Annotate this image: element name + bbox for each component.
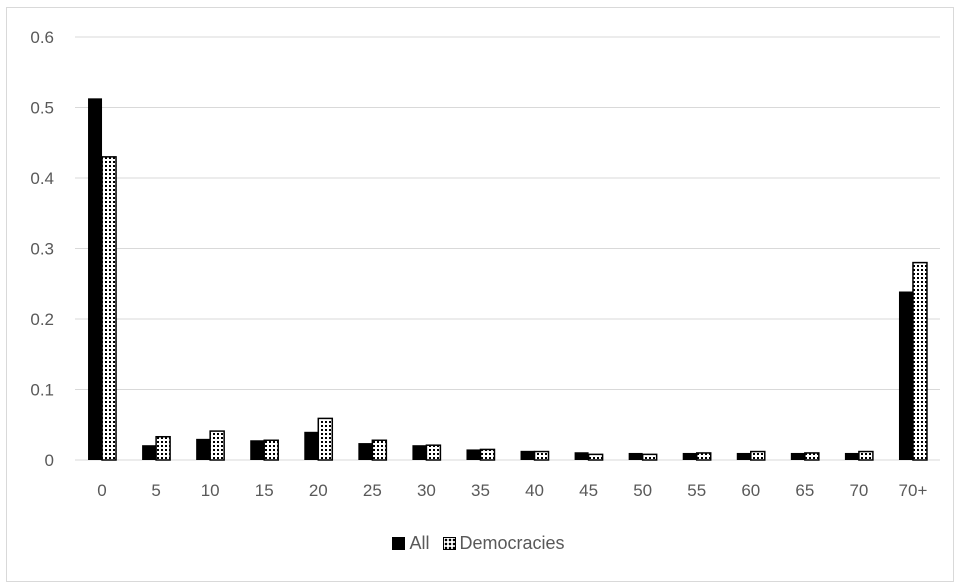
- y-tick-label: 0.6: [30, 28, 54, 47]
- bar-democracies: [371, 439, 388, 461]
- bar-all: [250, 440, 265, 460]
- bar-all: [196, 438, 211, 460]
- x-tick-label: 15: [255, 481, 274, 500]
- bar-all: [790, 452, 805, 460]
- y-axis-tick-labels: 0 0.1 0.2 0.3 0.4 0.5 0.6: [30, 28, 54, 470]
- bar-all: [304, 431, 319, 460]
- legend-item-democracies: Democracies: [442, 533, 565, 554]
- bar-all: [574, 452, 589, 460]
- x-tick-label: 45: [579, 481, 598, 500]
- x-tick-label: 30: [417, 481, 436, 500]
- x-axis-tick-labels: 0 5 10 15 20 25 30 35 40 45 50 55 60 65 70 70+: [97, 481, 927, 500]
- x-tick-label: 40: [525, 481, 544, 500]
- y-tick-label: 0.1: [30, 381, 54, 400]
- bar-all: [844, 452, 859, 460]
- legend-label-democracies: Democracies: [459, 533, 565, 553]
- bar-all: [898, 291, 913, 460]
- bar-democracies: [587, 453, 604, 461]
- bar-democracies: [912, 261, 928, 461]
- x-tick-label: 35: [471, 481, 490, 500]
- bar-all: [520, 450, 535, 460]
- y-tick-label: 0.2: [30, 310, 54, 329]
- bar-democracies: [479, 448, 496, 461]
- bar-democracies: [263, 439, 279, 461]
- x-tick-label: 25: [363, 481, 382, 500]
- y-tick-label: 0: [45, 451, 54, 470]
- bar-democracies: [209, 430, 225, 461]
- legend-label-all: All: [409, 533, 430, 553]
- bars: [88, 98, 928, 461]
- bar-democracies: [641, 453, 658, 461]
- bar-democracies: [425, 444, 442, 461]
- chart-frame: [6, 7, 954, 582]
- x-tick-label: 50: [633, 481, 652, 500]
- x-tick-label: 0: [97, 481, 106, 500]
- x-tick-label: 65: [795, 481, 814, 500]
- bar-all: [628, 452, 643, 460]
- x-tick-label: 20: [309, 481, 328, 500]
- bar-all: [736, 452, 751, 460]
- x-tick-label: 70: [849, 481, 868, 500]
- bar-democracies: [101, 156, 117, 461]
- bar-democracies: [858, 450, 874, 461]
- y-tick-label: 0.4: [30, 169, 54, 188]
- bar-all: [466, 449, 481, 460]
- legend-item-all: All: [392, 533, 429, 554]
- y-tick-label: 0.3: [30, 240, 54, 259]
- bar-all: [358, 443, 373, 460]
- bar-democracies: [804, 452, 820, 461]
- x-tick-label: 55: [687, 481, 706, 500]
- bar-all: [88, 98, 103, 461]
- x-tick-label: 70+: [899, 481, 928, 500]
- bar-democracies: [155, 435, 171, 461]
- bar-democracies: [317, 417, 334, 461]
- gridlines: [75, 36, 940, 461]
- legend: All Democracies: [0, 533, 957, 555]
- bar-democracies: [533, 450, 550, 461]
- legend-swatch-democracies: [442, 537, 456, 550]
- x-tick-label: 60: [741, 481, 760, 500]
- x-tick-label: 5: [151, 481, 160, 500]
- bar-all: [682, 452, 697, 460]
- bar-democracies: [695, 452, 712, 461]
- bar-democracies: [750, 450, 766, 461]
- bar-all: [412, 445, 427, 460]
- y-tick-label: 0.5: [30, 99, 54, 118]
- x-tick-label: 10: [201, 481, 220, 500]
- bar-all: [142, 445, 157, 460]
- legend-swatch-all: [392, 537, 406, 550]
